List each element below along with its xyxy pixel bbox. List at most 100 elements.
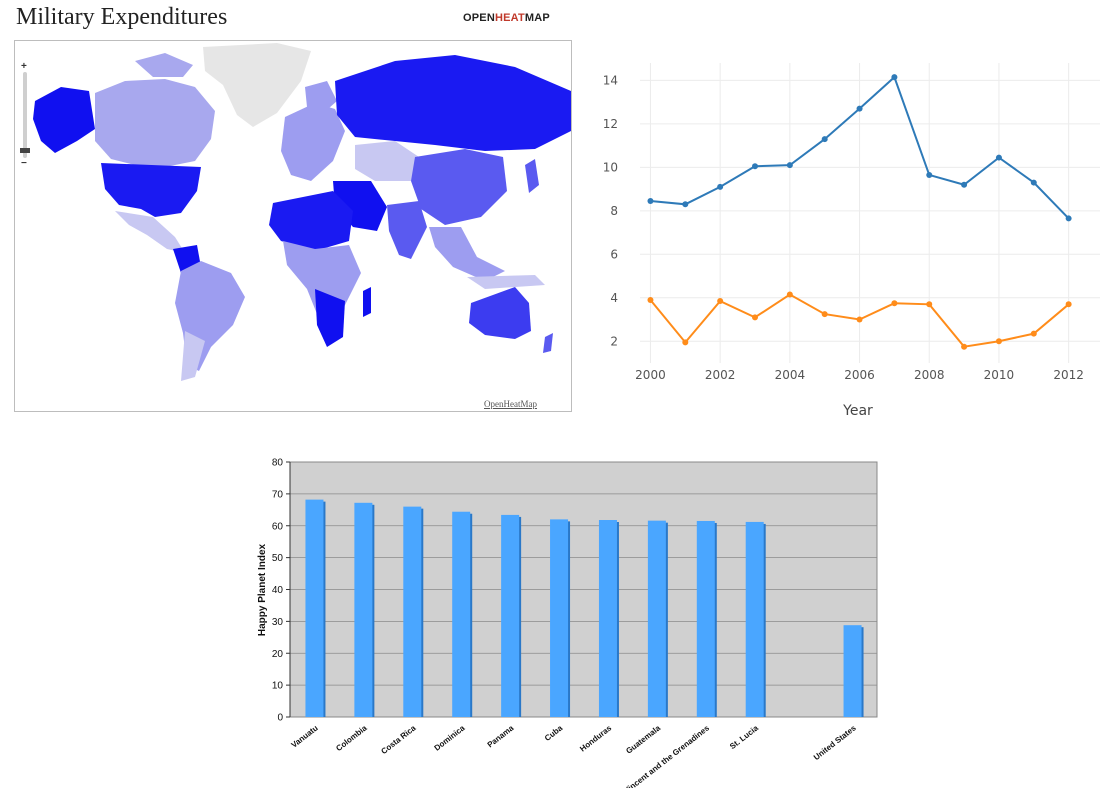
line-chart-y-tick-label: 12 bbox=[603, 117, 618, 131]
line-chart-x-tick-label: 2010 bbox=[984, 368, 1015, 382]
line-chart-x-tick-label: 2004 bbox=[775, 368, 806, 382]
line-chart-y-tick-label: 2 bbox=[610, 334, 618, 348]
map-region-canada[interactable] bbox=[95, 79, 215, 167]
map-region-greenland[interactable] bbox=[203, 43, 311, 127]
map-region-alaska[interactable] bbox=[33, 87, 95, 153]
map-region-india[interactable] bbox=[387, 201, 427, 259]
map-region-russia[interactable] bbox=[335, 55, 571, 151]
bar-chart-y-tick-label: 10 bbox=[272, 681, 284, 692]
line-series-2-point[interactable] bbox=[682, 339, 689, 346]
zoom-in-icon[interactable]: + bbox=[21, 61, 27, 72]
bar[interactable] bbox=[452, 511, 471, 717]
line-series-1-point[interactable] bbox=[682, 201, 689, 208]
line-series-1-point[interactable] bbox=[717, 183, 724, 190]
map-region-japan[interactable] bbox=[525, 159, 539, 193]
map-region-madagascar[interactable] bbox=[363, 287, 371, 317]
bar[interactable] bbox=[403, 506, 422, 717]
bar[interactable] bbox=[745, 521, 764, 717]
world-map-svg bbox=[15, 41, 571, 411]
map-region-central-asia[interactable] bbox=[355, 141, 419, 181]
line-chart-x-tick-label: 2002 bbox=[705, 368, 736, 382]
line-series-1-point[interactable] bbox=[1065, 215, 1072, 222]
line-series-2-point[interactable] bbox=[926, 301, 933, 308]
bar-chart-x-tick-label: Dominica bbox=[433, 723, 467, 753]
line-series-2-point[interactable] bbox=[752, 314, 758, 321]
line-chart-y-tick-label: 8 bbox=[610, 204, 618, 218]
map-credit-link[interactable]: OpenHeatMap bbox=[484, 399, 537, 409]
map-region-china[interactable] bbox=[411, 149, 507, 225]
bar-chart-x-tick-label: Colombia bbox=[334, 723, 369, 753]
openheatmap-logo[interactable]: OPENHEATMAP bbox=[463, 12, 550, 24]
map-region-new-zealand[interactable] bbox=[543, 333, 553, 353]
bar[interactable] bbox=[598, 520, 617, 717]
brand-map: MAP bbox=[524, 12, 550, 24]
line-chart-x-tick-label: 2008 bbox=[914, 368, 945, 382]
line-series-2-point[interactable] bbox=[961, 343, 968, 350]
map-region-scandinavia[interactable] bbox=[305, 81, 337, 115]
line-series-2-point[interactable] bbox=[995, 338, 1002, 345]
zoom-out-icon[interactable]: − bbox=[21, 158, 27, 169]
line-series-2-point[interactable] bbox=[786, 291, 793, 298]
line-series-2-point[interactable] bbox=[821, 311, 828, 318]
bar-chart-x-tick-label: Costa Rica bbox=[379, 723, 418, 756]
bar-chart-y-tick-label: 40 bbox=[272, 585, 284, 596]
bar[interactable] bbox=[501, 514, 520, 717]
bar-chart-x-tick-label: Vanuatu bbox=[290, 723, 320, 749]
bar[interactable] bbox=[305, 499, 324, 717]
bar-chart-y-tick-label: 80 bbox=[272, 458, 284, 469]
bar[interactable] bbox=[696, 520, 715, 717]
map-region-canada-islands[interactable] bbox=[135, 53, 193, 77]
line-series-1-point[interactable] bbox=[821, 136, 828, 143]
bar[interactable] bbox=[843, 625, 862, 717]
bar-chart-x-tick-label: Panama bbox=[486, 723, 516, 749]
line-series-2-point[interactable] bbox=[856, 316, 863, 323]
bar-chart-y-tick-label: 50 bbox=[272, 553, 284, 564]
map-region-usa[interactable] bbox=[101, 163, 201, 217]
world-map[interactable] bbox=[14, 40, 572, 412]
line-chart-y-ticks: 2 4 6 8 10 12 14 bbox=[603, 73, 618, 348]
line-series-2-point[interactable] bbox=[717, 298, 724, 305]
bar-chart-x-tick-label: Honduras bbox=[578, 723, 613, 753]
map-region-europe[interactable] bbox=[281, 103, 345, 181]
bar-chart-y-tick-label: 30 bbox=[272, 617, 284, 628]
map-title: Military Expenditures bbox=[16, 4, 228, 30]
line-series-2-point[interactable] bbox=[647, 296, 654, 303]
map-region-south-america-south[interactable] bbox=[181, 331, 205, 381]
bar-chart-y-tick-label: 60 bbox=[272, 521, 284, 532]
bar-chart-x-ticks: Vanuatu Colombia Costa Rica Dominica Panama C… bbox=[290, 723, 859, 788]
map-region-se-asia[interactable] bbox=[429, 227, 505, 281]
line-series-1-point[interactable] bbox=[786, 162, 793, 169]
bar-chart-x-tick-label: Cuba bbox=[543, 723, 565, 743]
line-chart-series bbox=[647, 74, 1072, 350]
map-region-mexico[interactable] bbox=[115, 211, 185, 253]
line-series-2-point[interactable] bbox=[891, 300, 898, 307]
line-series-1-point[interactable] bbox=[926, 171, 933, 178]
line-series-2-point[interactable] bbox=[1030, 330, 1037, 337]
bar[interactable] bbox=[354, 502, 373, 717]
bar-chart-x-tick-label: Guatemala bbox=[624, 723, 662, 756]
bar-chart-bars bbox=[305, 499, 864, 717]
bar-chart-y-tick-label: 20 bbox=[272, 649, 284, 660]
zoom-slider-handle[interactable] bbox=[20, 148, 30, 153]
line-series-1-point[interactable] bbox=[891, 74, 898, 81]
map-region-north-africa[interactable] bbox=[269, 191, 353, 251]
map-region-australia[interactable] bbox=[469, 287, 531, 339]
bar[interactable] bbox=[647, 520, 666, 717]
brand-open: OPEN bbox=[463, 12, 495, 24]
line-series-1-point[interactable] bbox=[856, 105, 863, 112]
zoom-slider-track[interactable] bbox=[23, 72, 27, 158]
line-series-2-point[interactable] bbox=[1065, 301, 1072, 308]
line-series-1-point[interactable] bbox=[995, 154, 1002, 161]
line-series-1-point[interactable] bbox=[647, 198, 654, 205]
map-region-indonesia[interactable] bbox=[467, 275, 545, 289]
map-region-southern-africa[interactable] bbox=[315, 289, 345, 347]
line-series-1-point[interactable] bbox=[961, 181, 968, 188]
bar-chart-x-tick-label: United States bbox=[812, 723, 858, 762]
bar-chart-y-tick-label: 0 bbox=[277, 713, 283, 724]
line-chart-x-tick-label: 2000 bbox=[635, 368, 666, 382]
bar[interactable] bbox=[550, 519, 569, 717]
line-series-1-point[interactable] bbox=[752, 163, 758, 170]
line-series-1-point[interactable] bbox=[1030, 179, 1037, 186]
brand-heat: HEAT bbox=[494, 12, 525, 24]
